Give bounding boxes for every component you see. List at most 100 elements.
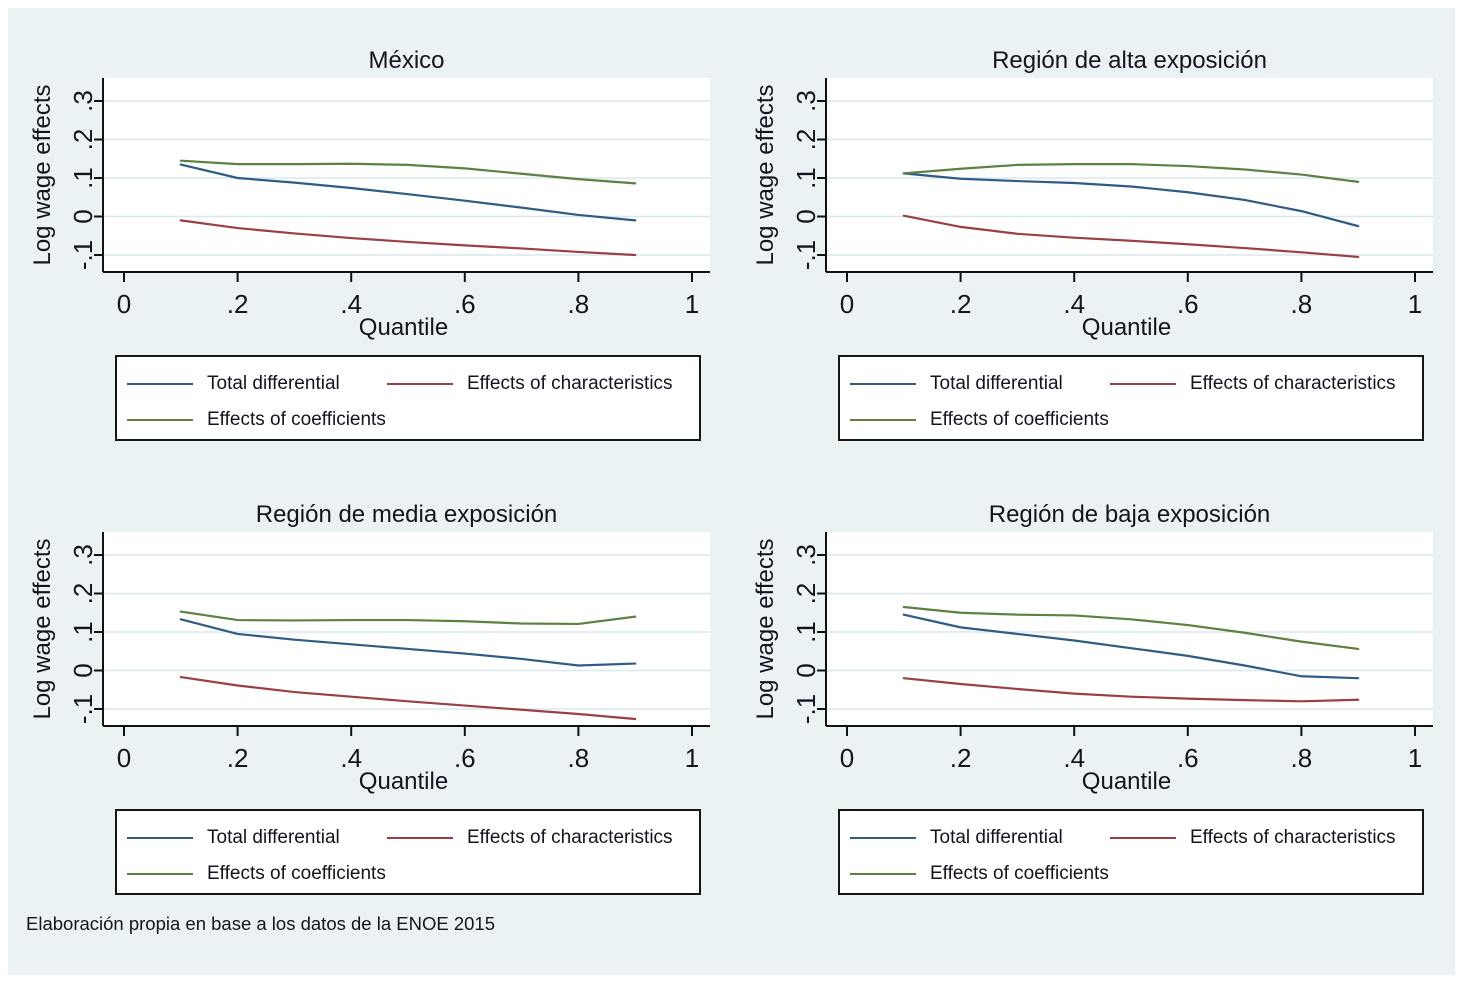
y-tick-label: .3 <box>791 544 821 566</box>
series-line-effects-of-coefficients <box>179 159 637 185</box>
y-tick-label: .2 <box>68 583 98 605</box>
y-tick-label: -.1 <box>791 694 821 724</box>
y-tick-label: .2 <box>68 129 98 151</box>
legend-entry-effects-of-characteristics: Effects of characteristics <box>387 827 673 849</box>
x-axis-title: Quantile <box>1082 314 1171 341</box>
series-line-total-differential <box>902 613 1360 680</box>
legend-line-effects-of-coefficients <box>127 873 193 875</box>
legend-entry-effects-of-coefficients: Effects of coefficients <box>127 409 386 431</box>
legend-entry-effects-of-characteristics: Effects of characteristics <box>387 373 673 395</box>
x-tick-label: .6 <box>454 289 476 319</box>
legend-label-effects-of-characteristics: Effects of characteristics <box>1190 827 1396 848</box>
x-tick-label: .4 <box>340 289 362 319</box>
y-tick-label: -.1 <box>791 240 821 270</box>
chart-region-de-baja-exposicion: -.1 0 .1 .2 .3 0 .2 .4 .6 .8 1 Quantile Log wage eff… <box>752 501 1433 795</box>
legend-label-total-differential: Total differential <box>207 827 340 848</box>
legend-line-total-differential <box>850 837 916 839</box>
legend-line-total-differential <box>127 837 193 839</box>
series-line-total-differential <box>179 163 637 222</box>
chart-title: México <box>368 47 444 74</box>
series-line-effects-of-characteristics <box>179 675 637 721</box>
x-tick-label: .2 <box>950 289 972 319</box>
source-note: Elaboración propia en base a los datos d… <box>26 913 495 934</box>
legend-line-effects-of-characteristics <box>387 837 453 839</box>
x-axis-title: Quantile <box>359 768 448 795</box>
legend-entry-effects-of-characteristics: Effects of characteristics <box>1110 373 1396 395</box>
y-tick-label: 0 <box>68 663 98 677</box>
y-tick-label: 0 <box>791 209 821 223</box>
x-tick-label: .8 <box>1291 289 1313 319</box>
legend-entry-total-differential: Total differential <box>850 373 1063 395</box>
legend-line-effects-of-characteristics <box>387 383 453 385</box>
legend-label-effects-of-characteristics: Effects of characteristics <box>467 827 673 848</box>
y-axis-title: Log wage effects <box>29 538 56 719</box>
x-tick-label: .6 <box>454 743 476 773</box>
y-tick-label: -.1 <box>68 240 98 270</box>
plot-area <box>826 532 1433 726</box>
figure-canvas: -.1 0 .1 .2 .3 0 .2 .4 .6 .8 1 Quantile Log wage eff… <box>8 8 1455 975</box>
series-line-effects-of-coefficients <box>179 610 637 626</box>
chart-title: Región de alta exposición <box>992 47 1267 74</box>
chart-region-de-media-exposicion: -.1 0 .1 .2 .3 0 .2 .4 .6 .8 1 Quantile Log wage eff… <box>29 501 710 795</box>
panel-media-exposicion: -.1 0 .1 .2 .3 0 .2 .4 .6 .8 1 Quantile Log wage eff… <box>8 462 731 916</box>
legend-entry-total-differential: Total differential <box>850 827 1063 849</box>
y-tick-label: .1 <box>68 621 98 643</box>
series-line-effects-of-characteristics <box>902 214 1360 259</box>
y-tick-label: 0 <box>791 663 821 677</box>
legend-line-total-differential <box>127 383 193 385</box>
series-line-effects-of-coefficients <box>902 163 1360 183</box>
legend-label-total-differential: Total differential <box>930 827 1063 848</box>
plot-area <box>103 532 710 726</box>
legend-entry-effects-of-coefficients: Effects of coefficients <box>850 863 1109 885</box>
x-axis-title: Quantile <box>359 314 448 341</box>
x-tick-label: .4 <box>1063 743 1085 773</box>
legend-label-effects-of-characteristics: Effects of characteristics <box>467 373 673 394</box>
legend-entry-effects-of-coefficients: Effects of coefficients <box>850 409 1109 431</box>
x-tick-label: .6 <box>1177 743 1199 773</box>
y-tick-label: .1 <box>791 621 821 643</box>
y-tick-label: .2 <box>791 583 821 605</box>
x-tick-label: .2 <box>950 743 972 773</box>
legend-line-effects-of-characteristics <box>1110 837 1176 839</box>
series-line-effects-of-characteristics <box>179 219 637 257</box>
x-tick-label: 1 <box>685 743 699 773</box>
y-tick-label: -.1 <box>68 694 98 724</box>
x-tick-label: .4 <box>1063 289 1085 319</box>
legend-entry-total-differential: Total differential <box>127 373 340 395</box>
legend-entry-effects-of-characteristics: Effects of characteristics <box>1110 827 1396 849</box>
series-line-effects-of-characteristics <box>902 677 1360 703</box>
x-tick-label: .6 <box>1177 289 1199 319</box>
y-tick-label: .3 <box>68 90 98 112</box>
x-tick-label: .8 <box>568 743 590 773</box>
series-line-effects-of-coefficients <box>902 605 1360 651</box>
x-tick-label: 0 <box>117 743 131 773</box>
series-line-total-differential <box>179 618 637 667</box>
legend-line-effects-of-coefficients <box>850 419 916 421</box>
legend-box: Total differential Effects of characteris… <box>838 355 1424 441</box>
chart-title: Región de baja exposición <box>989 501 1271 528</box>
legend-label-effects-of-coefficients: Effects of coefficients <box>930 863 1109 884</box>
legend-label-effects-of-coefficients: Effects of coefficients <box>207 863 386 884</box>
legend-box: Total differential Effects of characteris… <box>115 809 701 895</box>
series-line-total-differential <box>902 172 1360 228</box>
y-axis-title: Log wage effects <box>29 84 56 265</box>
y-tick-label: .3 <box>791 90 821 112</box>
y-tick-label: .3 <box>68 544 98 566</box>
legend-line-total-differential <box>850 383 916 385</box>
y-tick-label: 0 <box>68 209 98 223</box>
legend-line-effects-of-coefficients <box>850 873 916 875</box>
legend-entry-effects-of-coefficients: Effects of coefficients <box>127 863 386 885</box>
x-axis-title: Quantile <box>1082 768 1171 795</box>
legend-label-total-differential: Total differential <box>207 373 340 394</box>
x-tick-label: .8 <box>1291 743 1313 773</box>
x-tick-label: .4 <box>340 743 362 773</box>
chart-region-de-alta-exposicion: -.1 0 .1 .2 .3 0 .2 .4 .6 .8 1 Quantile Log wage eff… <box>752 47 1433 341</box>
plot-area <box>103 78 710 272</box>
y-tick-label: .2 <box>791 129 821 151</box>
x-tick-label: 1 <box>1408 743 1422 773</box>
x-tick-label: 0 <box>840 289 854 319</box>
legend-line-effects-of-coefficients <box>127 419 193 421</box>
legend-label-effects-of-coefficients: Effects of coefficients <box>207 409 386 430</box>
panel-alta-exposicion: -.1 0 .1 .2 .3 0 .2 .4 .6 .8 1 Quantile Log wage eff… <box>731 8 1454 462</box>
legend-entry-total-differential: Total differential <box>127 827 340 849</box>
